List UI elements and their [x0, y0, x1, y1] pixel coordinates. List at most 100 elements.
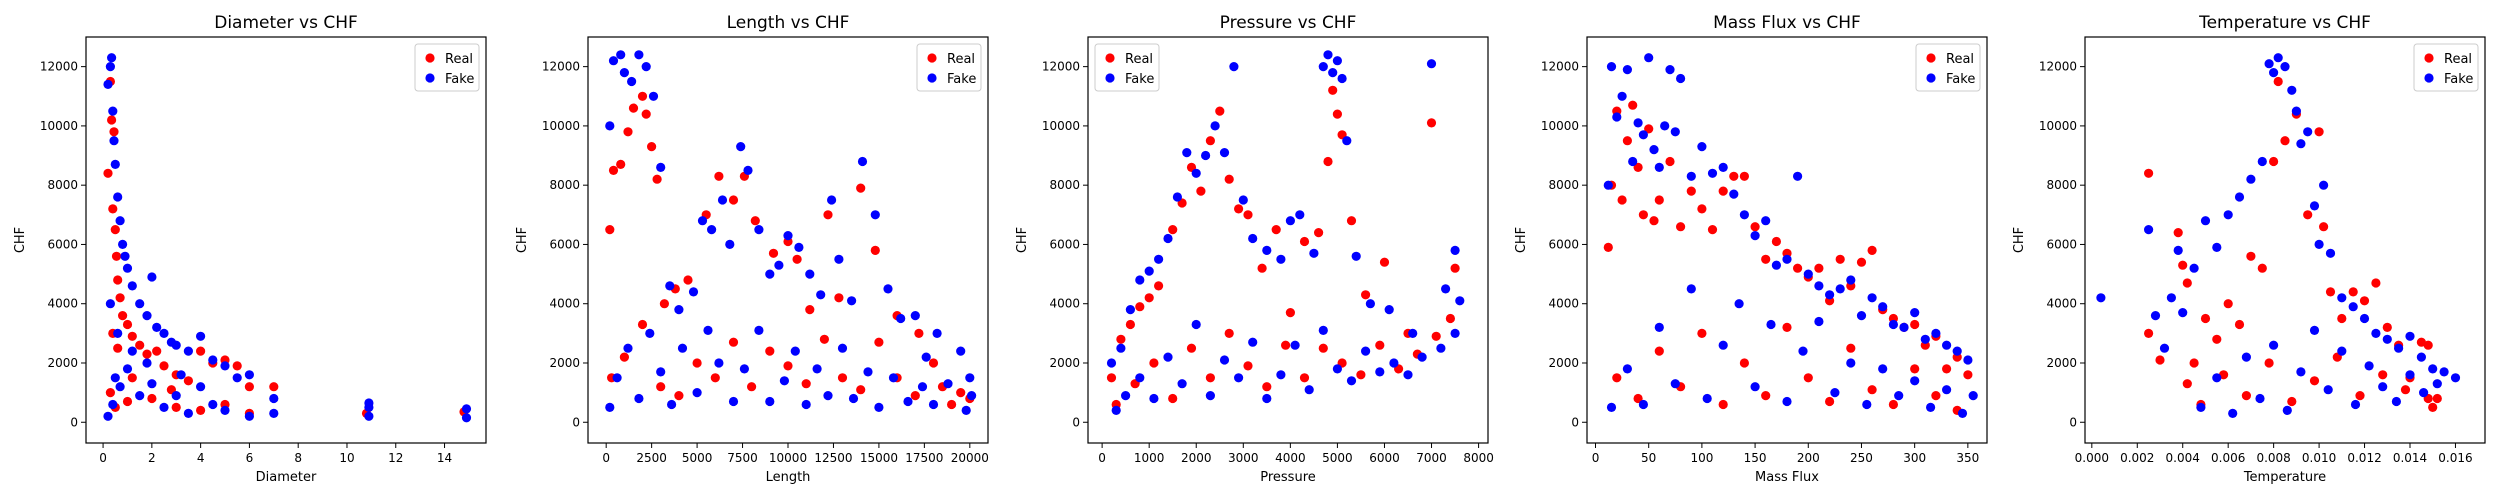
point-fake: [779, 376, 790, 386]
point-fake: [2323, 385, 2333, 395]
point-real: [1196, 186, 1206, 196]
point-real: [1628, 100, 1638, 110]
y-tick-label: 2000: [549, 356, 580, 370]
point-fake: [883, 284, 893, 294]
chart-title: Length vs CHF: [727, 13, 850, 33]
point-real: [1739, 358, 1749, 368]
point-fake: [765, 396, 775, 407]
point-fake: [1686, 284, 1696, 294]
point-fake: [113, 192, 123, 202]
x-tick-label: 0.012: [2347, 451, 2381, 465]
point-real: [1697, 328, 1707, 338]
point-real: [122, 396, 133, 407]
point-fake: [1931, 328, 1941, 338]
point-fake: [1856, 311, 1867, 321]
point-real: [692, 358, 702, 368]
axes-frame: [2084, 36, 2486, 444]
point-fake: [1436, 343, 1446, 353]
y-tick-label: 0: [1072, 415, 1080, 429]
point-fake: [2319, 180, 2329, 190]
point-real: [956, 388, 966, 398]
x-tick-label: 10000: [769, 451, 807, 465]
point-real: [674, 391, 684, 401]
point-fake: [364, 411, 374, 421]
legend-marker-fake: [1926, 73, 1936, 83]
point-fake: [1328, 68, 1338, 78]
point-fake: [1219, 355, 1230, 365]
point-fake: [2364, 361, 2374, 371]
point-fake: [1135, 275, 1145, 285]
point-fake: [1191, 319, 1201, 330]
point-real: [1654, 346, 1664, 356]
point-fake: [1606, 62, 1617, 72]
point-fake: [1318, 325, 1328, 335]
point-fake: [754, 325, 764, 335]
point-real: [2355, 391, 2365, 401]
point-real: [1622, 136, 1632, 146]
point-real: [1910, 364, 1920, 374]
point-fake: [109, 136, 119, 146]
point-fake: [1734, 299, 1744, 309]
point-fake: [1318, 62, 1328, 72]
point-fake: [1750, 382, 1760, 392]
point-real: [105, 388, 115, 398]
point-fake: [1351, 251, 1361, 261]
point-real: [109, 127, 119, 137]
point-fake: [208, 355, 218, 365]
point-fake: [1697, 142, 1707, 152]
point-real: [1835, 254, 1845, 264]
subplot-4: 0 50 100 150 200 250 300 350 0 2000 4000 6000 8000 10…: [1514, 13, 1988, 485]
y-tick-label: 12000: [542, 60, 580, 74]
point-fake: [641, 62, 651, 72]
legend-label-fake: Fake: [947, 72, 976, 87]
point-fake: [110, 159, 120, 169]
point-real: [127, 331, 137, 341]
point-fake: [674, 305, 684, 315]
point-fake: [728, 396, 739, 407]
point-real: [183, 376, 193, 386]
point-real: [122, 319, 133, 330]
point-real: [1328, 85, 1338, 95]
x-tick-label: 0.002: [2120, 451, 2154, 465]
x-tick-label: 7000: [1416, 451, 1447, 465]
point-fake: [1342, 136, 1352, 146]
point-fake: [648, 91, 659, 101]
point-real: [1154, 281, 1164, 291]
point-fake: [1968, 391, 1978, 401]
point-real: [1846, 343, 1856, 353]
point-fake: [108, 399, 118, 410]
point-fake: [1365, 299, 1375, 309]
point-real: [111, 251, 122, 261]
point-fake: [1309, 248, 1319, 258]
point-real: [2173, 228, 2183, 238]
point-fake: [1910, 308, 1920, 318]
point-real: [616, 159, 626, 169]
point-fake: [1942, 340, 1952, 350]
point-fake: [932, 328, 942, 338]
point-fake: [1384, 305, 1394, 315]
point-fake: [921, 352, 931, 362]
point-fake: [2394, 343, 2404, 353]
point-fake: [2309, 325, 2320, 335]
y-tick-label: 2000: [47, 356, 78, 370]
point-real: [1793, 263, 1803, 273]
point-real: [710, 373, 720, 383]
point-fake: [220, 361, 230, 371]
point-fake: [956, 346, 966, 356]
point-fake: [2200, 216, 2211, 226]
point-fake: [1417, 352, 1427, 362]
x-tick-label: 0.010: [2302, 451, 2336, 465]
point-fake: [2282, 405, 2292, 415]
point-fake: [142, 358, 152, 368]
point-fake: [1612, 112, 1622, 122]
point-fake: [790, 346, 800, 356]
point-fake: [816, 290, 826, 300]
x-tick-label: 6: [246, 451, 254, 465]
y-tick-label: 12000: [40, 60, 78, 74]
point-fake: [1219, 148, 1230, 158]
point-real: [1257, 263, 1267, 273]
point-real: [1243, 361, 1253, 371]
point-real: [1426, 118, 1437, 128]
point-fake: [2173, 245, 2183, 255]
point-fake: [244, 370, 254, 380]
